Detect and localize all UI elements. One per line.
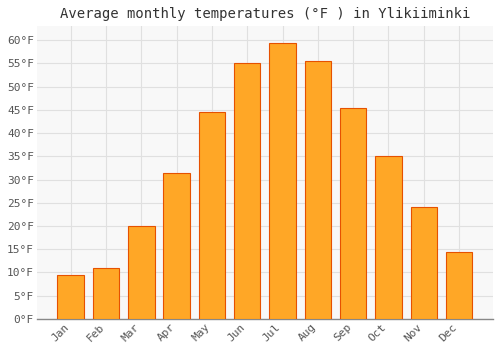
Bar xyxy=(375,156,402,319)
Bar xyxy=(198,112,225,319)
Bar xyxy=(234,63,260,319)
Bar xyxy=(93,268,120,319)
Bar xyxy=(410,208,437,319)
Bar xyxy=(58,275,84,319)
Bar xyxy=(164,173,190,319)
Bar xyxy=(446,252,472,319)
Bar xyxy=(128,226,154,319)
Bar xyxy=(270,43,296,319)
Title: Average monthly temperatures (°F ) in Ylikiiminki: Average monthly temperatures (°F ) in Yl… xyxy=(60,7,470,21)
Bar xyxy=(340,107,366,319)
Bar xyxy=(304,61,331,319)
